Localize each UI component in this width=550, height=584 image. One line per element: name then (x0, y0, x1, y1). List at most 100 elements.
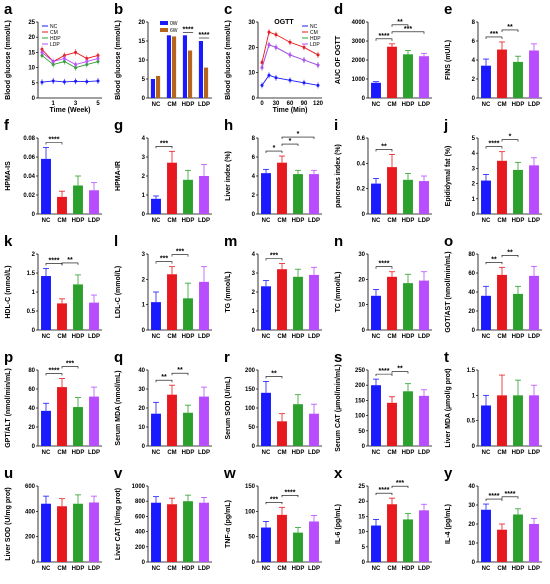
y-tick-label: 250 (355, 368, 366, 374)
category-label: LDP (418, 566, 430, 572)
y-tick-label: 10 (358, 303, 365, 309)
series-line-HDP (41, 55, 99, 69)
y-tick-label: 5 (32, 81, 36, 87)
category-label: NC (42, 218, 51, 224)
panel-letter: c (224, 1, 232, 18)
bar-LDP (419, 56, 429, 98)
sig-bracket (45, 142, 63, 145)
category-label: LDP (418, 334, 430, 340)
y-tick-label: 60 (28, 387, 35, 393)
y-tick-label: 600 (25, 484, 36, 490)
legend-label: HDP (310, 36, 321, 42)
sig-bracket (155, 261, 173, 264)
y-tick-label: 2000 (352, 58, 366, 64)
sig-bracket (375, 38, 393, 41)
y-tick-label: 1.5 (27, 271, 36, 277)
category-label: HDP (402, 566, 415, 572)
y-tick-label: 0 (362, 328, 366, 334)
panel-letter: v (114, 465, 123, 482)
category-label: NC (372, 450, 381, 456)
data-point (74, 79, 78, 83)
y-tick-label: 0 (142, 328, 146, 334)
y-axis-label: HPMA-IR (115, 161, 122, 191)
y-tick-label: 25 (28, 20, 35, 26)
category-label: CM (497, 566, 506, 572)
panel-letter: b (114, 1, 123, 18)
y-axis-label: AUC OF OGTT (335, 35, 342, 84)
sig-label: **** (379, 33, 390, 40)
panel-f: f HPMA-IS 0 0.02 0.04 0.06 0.08 NC CM HDP LDP **** (4, 117, 102, 224)
legend-label: 0W (170, 21, 178, 27)
y-tick-label: 200 (245, 368, 256, 374)
bar-HDP (513, 169, 523, 214)
y-tick-label: 80 (28, 368, 35, 374)
category-label: CM (167, 566, 176, 572)
y-tick-label: 5 (472, 136, 476, 142)
y-tick-label: 80 (468, 252, 475, 258)
y-tick-label: 1000 (132, 484, 146, 490)
bar-LDP (529, 524, 539, 562)
x-tick-label: 3 (74, 101, 78, 107)
y-axis-label: Liver index (%) (225, 151, 232, 201)
bar-LDP (89, 396, 99, 446)
category-label: HDP (72, 566, 85, 572)
bar-CM (57, 387, 67, 446)
sig-label: *** (66, 361, 74, 368)
panel-letter: q (114, 349, 123, 366)
sig-bracket (391, 24, 409, 27)
y-tick-label: 0.06 (23, 155, 35, 161)
bar-LDP (309, 521, 319, 562)
sig-bracket (155, 146, 173, 149)
sig-bracket (265, 376, 283, 379)
category-label: NC (262, 566, 271, 572)
bar-LDP (419, 510, 429, 562)
sig-bracket (391, 371, 409, 374)
category-label: NC (152, 102, 161, 108)
category-label: NC (152, 334, 161, 340)
category-label: LDP (88, 566, 100, 572)
sig-label: * (297, 131, 300, 138)
data-point (96, 60, 100, 64)
category-label: NC (152, 450, 161, 456)
bar-NC (151, 502, 161, 562)
category-label: LDP (198, 102, 210, 108)
category-label: HDP (402, 334, 415, 340)
category-label: HDP (512, 102, 525, 108)
sig-label: ** (67, 257, 73, 264)
y-tick-label: 0 (142, 96, 146, 102)
legend-swatch (160, 28, 168, 32)
y-axis-label: Serum CAT (µmol/min/mL) (335, 364, 342, 452)
y-tick-label: 20 (358, 277, 365, 283)
category-label: LDP (88, 334, 100, 340)
y-tick-label: 0 (362, 444, 366, 450)
category-label: LDP (198, 450, 210, 456)
category-label: HDP (292, 334, 305, 340)
panel-letter: j (443, 117, 448, 134)
sig-bracket (375, 266, 393, 269)
data-point (316, 53, 320, 57)
y-tick-label: 0 (252, 560, 256, 566)
bar-LDP (199, 502, 209, 562)
category-label: HDP (512, 218, 525, 224)
data-point (267, 73, 271, 77)
y-tick-label: 20 (248, 45, 255, 51)
y-tick-label: 0 (472, 560, 476, 566)
bar-CM (57, 506, 67, 562)
y-tick-label: 10 (358, 530, 365, 536)
bar-NC (481, 405, 491, 446)
category-label: NC (262, 218, 271, 224)
panel-letter: e (444, 1, 452, 18)
bar-CM (497, 49, 507, 98)
panel-letter: r (224, 349, 230, 366)
bar-LDP (89, 190, 99, 214)
category-label: CM (277, 450, 286, 456)
y-tick-label: 0.2 (357, 187, 366, 193)
panel-v: v Liver CAT (U/mg prot) 0 200 400 600 800 1000 N… (114, 465, 212, 572)
sig-label: **** (505, 491, 516, 498)
category-label: HDP (512, 334, 525, 340)
y-tick-label: 6 (252, 155, 256, 161)
y-tick-label: 10 (138, 58, 145, 64)
sig-label: **** (379, 368, 390, 375)
panel-m: m TG (mmol/L) 0 1 2 3 4 NC CM HDP LDP *** (224, 233, 322, 340)
category-label: CM (167, 334, 176, 340)
